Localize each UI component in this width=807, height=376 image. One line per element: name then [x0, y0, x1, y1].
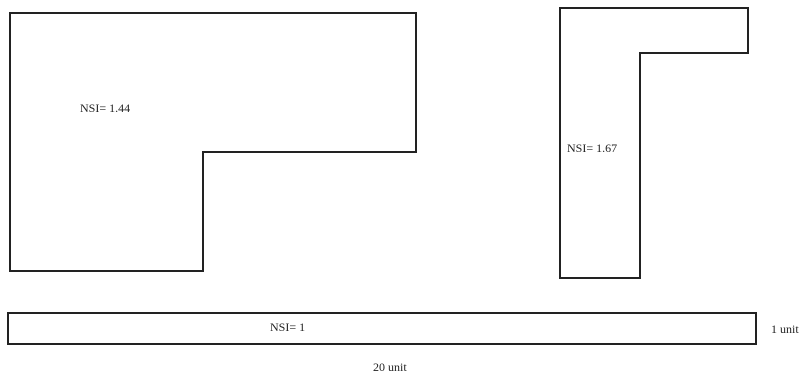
l-shape-large-label: NSI= 1.44 — [80, 101, 130, 115]
l-shape-tall-outline — [559, 7, 749, 279]
l-shape-large: NSI= 1.44 — [9, 12, 417, 272]
l-shape-tall-label: NSI= 1.67 — [567, 141, 617, 155]
l-shape-tall: NSI= 1.67 — [559, 7, 749, 279]
width-dimension-label: 20 unit — [373, 360, 407, 374]
height-dimension-label: 1 unit — [771, 322, 799, 336]
bar-shape-label: NSI= 1 — [270, 320, 305, 334]
bar-shape: NSI= 1 — [7, 312, 757, 345]
l-shape-large-outline — [9, 12, 417, 272]
bar-shape-outline — [7, 312, 757, 345]
